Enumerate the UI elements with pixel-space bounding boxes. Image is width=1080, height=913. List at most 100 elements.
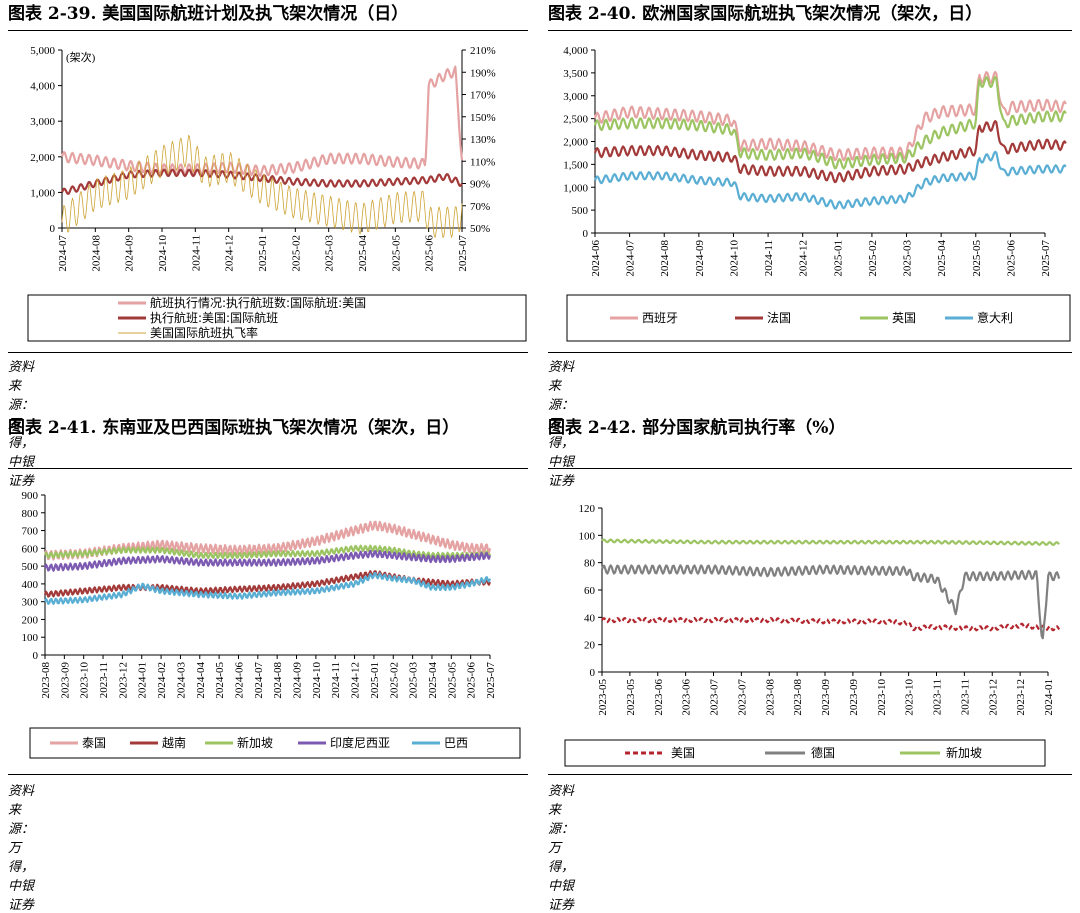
y-tick-label: 3,000 [30, 116, 55, 128]
legend-box [566, 294, 1071, 342]
y-tick-label: 60 [584, 585, 596, 597]
y-tick-label: 3,500 [563, 68, 588, 80]
legend-label: 越南 [162, 735, 186, 750]
x-tick-label: 2024-12 [350, 662, 362, 699]
x-tick-label: 2025-01 [257, 235, 269, 272]
x-tick-label: 2025-03 [324, 235, 336, 272]
source-note: 资料来源：万得，中银证券 [8, 360, 35, 489]
x-tick-label: 2024-09 [124, 235, 136, 272]
y-tick-label: 1,000 [30, 187, 55, 199]
x-tick-label: 2023-07 [709, 679, 721, 716]
y-tick-label: 100 [579, 530, 596, 542]
x-tick-label: 2023-06 [653, 679, 665, 716]
x-tick-label: 2025-07 [457, 235, 469, 272]
x-tick-label: 2024-06 [590, 240, 602, 277]
x-tick-label: 2023-11 [959, 679, 971, 715]
x-tick-label: 2024-09 [694, 240, 706, 277]
legend-label: 新加坡 [237, 735, 273, 750]
source-rule [548, 774, 1072, 775]
x-tick-label: 2025-01 [369, 662, 381, 699]
series-line-green [601, 538, 1060, 546]
x-tick-label: 2024-07 [57, 235, 69, 272]
x-tick-label: 2024-01 [1043, 679, 1055, 716]
y-tick-label: 600 [22, 543, 39, 555]
y-tick-label: 500 [22, 561, 39, 573]
chart-title: 图表 2-40. 欧洲国家国际航班执飞架次情况（架次，日） [548, 4, 983, 24]
title-rule [548, 30, 1072, 31]
x-tick-label: 2023-09 [820, 679, 832, 716]
series-line-blue [593, 150, 1067, 210]
x-tick-label: 2025-02 [290, 235, 302, 272]
source-note: 资料来源：万得，中银证券 [8, 784, 35, 913]
x-tick-label: 2024-12 [224, 235, 236, 272]
y2-tick-label: 70% [470, 201, 490, 213]
legend-box [29, 727, 521, 759]
y-tick-label: 0 [583, 228, 589, 240]
x-tick-label: 2024-08 [90, 235, 102, 272]
source-rule [548, 352, 1072, 353]
x-tick-label: 2024-10 [311, 662, 323, 699]
x-tick-label: 2023-11 [932, 679, 944, 715]
x-tick-label: 2025-07 [1040, 240, 1052, 277]
x-tick-label: 2025-06 [1005, 240, 1017, 277]
y-tick-label: 4,000 [563, 45, 588, 57]
source-note: 资料来源：万得，中银证券 [548, 784, 575, 913]
x-tick-label: 2023-05 [625, 679, 637, 716]
series-line-pink [43, 520, 492, 561]
legend-label: 西班牙 [642, 311, 678, 325]
series-line-purple [43, 549, 492, 572]
x-tick-label: 2023-10 [876, 679, 888, 716]
x-tick-label: 2025-06 [424, 235, 436, 272]
legend-label: 德国 [811, 745, 835, 760]
x-tick-label: 2024-06 [233, 662, 245, 699]
x-tick-label: 2024-08 [659, 240, 671, 277]
y-tick-label: 800 [22, 508, 39, 520]
y2-tick-label: 170% [470, 90, 496, 102]
x-tick-label: 2025-05 [971, 240, 983, 277]
x-tick-label: 2024-04 [195, 662, 207, 699]
legend-label: 美国国际航班执飞率 [150, 325, 258, 340]
y-tick-label: 1,000 [563, 182, 588, 194]
x-tick-label: 2024-12 [798, 240, 810, 277]
x-tick-label: 2023-09 [848, 679, 860, 716]
y-tick-label: 700 [22, 526, 39, 538]
legend-label: 泰国 [82, 736, 106, 750]
x-tick-label: 2023-06 [681, 679, 693, 716]
legend-label: 法国 [767, 311, 791, 325]
source-rule [8, 352, 528, 353]
legend-label: 执行航班:美国:国际航班 [150, 310, 278, 325]
x-tick-label: 2025-07 [485, 662, 497, 699]
x-tick-label: 2023-12 [987, 679, 999, 716]
x-tick-label: 2025-04 [427, 662, 439, 699]
y-tick-label: 2,500 [563, 114, 588, 126]
y-tick-label: 120 [579, 503, 596, 515]
legend-label: 英国 [892, 311, 916, 325]
y-tick-label: 0 [590, 667, 596, 679]
y-tick-label: 500 [572, 205, 589, 217]
series-line-grey [600, 564, 1061, 640]
title-rule [548, 468, 1072, 469]
series-line-green [593, 75, 1067, 170]
x-tick-label: 2025-06 [466, 662, 478, 699]
x-tick-label: 2024-11 [330, 662, 342, 698]
y-tick-label: 300 [22, 597, 39, 609]
series-line-pink [60, 65, 464, 177]
y-tick-label: 80 [584, 558, 596, 570]
series-line-crimson [601, 616, 1061, 632]
y2-tick-label: 150% [470, 112, 496, 124]
x-tick-label: 2024-08 [272, 662, 284, 699]
x-tick-label: 2025-03 [408, 662, 420, 699]
unit-label: (架次) [66, 50, 96, 64]
y-tick-label: 1,500 [563, 159, 588, 171]
chart-title: 图表 2-41. 东南亚及巴西国际班执飞架次情况（架次，日） [8, 418, 460, 438]
x-tick-label: 2025-05 [390, 235, 402, 272]
chart-title: 图表 2-42. 部分国家航司执行率（%） [548, 418, 846, 438]
legend-box [27, 294, 527, 342]
x-tick-label: 2023-08 [764, 679, 776, 716]
y-tick-label: 5,000 [30, 45, 55, 57]
y-tick-label: 900 [22, 490, 39, 502]
source-rule [8, 774, 528, 775]
y-tick-label: 2,000 [563, 137, 588, 149]
